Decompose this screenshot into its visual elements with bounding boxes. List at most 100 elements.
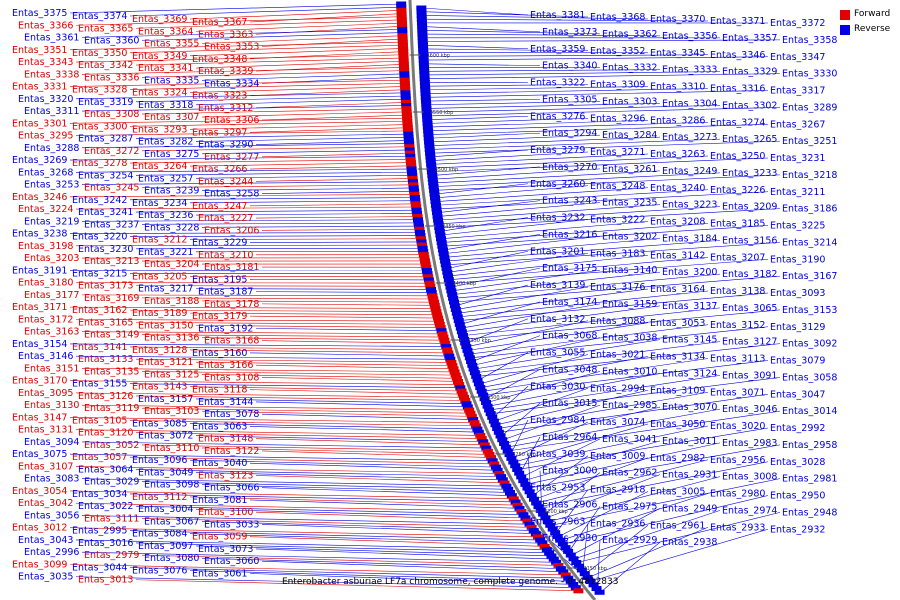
left-gene-label: Entas_3217 xyxy=(138,284,193,295)
left-gene-label: Entas_3221 xyxy=(138,247,193,258)
gene-arrow xyxy=(520,515,531,521)
left-connector xyxy=(261,114,408,121)
left-gene-label: Entas_3361 xyxy=(24,33,79,44)
left-connector xyxy=(189,349,450,354)
gene-arrow xyxy=(444,353,455,359)
gene-arrow xyxy=(425,283,436,289)
left-connector xyxy=(189,312,439,316)
right-gene-label: Entas_3202 xyxy=(602,231,657,242)
gene-arrow xyxy=(429,191,440,197)
gene-arrow xyxy=(405,150,416,156)
gene-arrow xyxy=(548,556,559,562)
left-connector xyxy=(201,557,562,569)
gene-arrow xyxy=(413,220,424,226)
left-connector xyxy=(129,493,517,503)
left-connector xyxy=(261,38,404,47)
left-connector xyxy=(69,453,494,462)
left-connector xyxy=(75,539,548,550)
gene-arrow xyxy=(506,493,517,499)
right-gene-label: Entas_3208 xyxy=(650,217,705,228)
left-connector xyxy=(189,423,479,430)
left-gene-label: Entas_3160 xyxy=(192,348,247,359)
left-connector xyxy=(69,417,476,424)
gene-arrow xyxy=(404,144,415,150)
gene-arrow xyxy=(563,575,574,581)
right-gene-label: Entas_2962 xyxy=(602,468,657,479)
gene-arrow xyxy=(501,483,512,489)
left-connector xyxy=(69,232,421,234)
right-gene-label: Entas_2930 xyxy=(542,533,597,544)
left-gene-label: Entas_3266 xyxy=(192,164,247,175)
right-connector xyxy=(426,86,649,91)
gene-arrow xyxy=(397,23,408,29)
left-gene-label: Entas_3177 xyxy=(24,290,79,301)
left-connector xyxy=(75,355,452,360)
gene-arrow xyxy=(399,77,410,83)
left-gene-label: Entas_3343 xyxy=(18,57,73,68)
left-connector xyxy=(129,235,422,237)
gene-arrow xyxy=(461,401,472,407)
gene-arrow xyxy=(571,560,582,566)
gene-arrow xyxy=(445,356,456,362)
right-connector xyxy=(508,410,781,452)
gene-arrow xyxy=(446,288,457,294)
right-connector xyxy=(423,33,661,37)
right-connector xyxy=(555,489,589,533)
left-connector xyxy=(75,206,418,210)
left-connector xyxy=(141,222,420,225)
scale-label: 3200 kbp xyxy=(544,509,568,515)
right-connector xyxy=(493,386,529,418)
right-connector xyxy=(424,48,589,52)
right-connector xyxy=(449,256,709,280)
gene-arrow xyxy=(412,214,423,220)
left-connector xyxy=(255,364,455,370)
gene-arrow xyxy=(475,385,486,391)
left-gene-label: Entas_3095 xyxy=(18,388,73,399)
left-gene-label: Entas_3188 xyxy=(144,296,199,307)
gene-arrow xyxy=(432,312,443,318)
left-connector xyxy=(135,19,403,29)
right-connector xyxy=(526,442,721,485)
right-gene-label: Entas_3362 xyxy=(602,29,657,40)
gene-arrow xyxy=(459,394,470,400)
left-gene-label: Entas_3103 xyxy=(144,406,199,417)
gene-arrow xyxy=(423,128,434,134)
left-connector xyxy=(201,300,436,303)
gene-arrow xyxy=(401,103,412,109)
right-gene-label: Entas_2992 xyxy=(770,423,825,434)
gene-arrow xyxy=(537,540,548,546)
gene-arrow xyxy=(416,239,427,245)
gene-arrow xyxy=(460,398,471,404)
right-gene-label: Entas_3070 xyxy=(662,402,717,413)
right-connector xyxy=(518,427,769,470)
gene-arrow xyxy=(576,567,587,573)
left-connector xyxy=(69,306,437,309)
right-gene-label: Entas_3071 xyxy=(710,387,765,398)
left-gene-label: Entas_3130 xyxy=(24,400,79,411)
right-gene-label: Entas_3140 xyxy=(602,265,657,276)
left-connector xyxy=(81,441,488,449)
gene-arrow xyxy=(496,474,507,480)
gene-arrow xyxy=(419,255,430,261)
gene-arrow xyxy=(457,391,468,397)
right-gene-label: Entas_3058 xyxy=(782,372,837,383)
right-connector xyxy=(424,56,769,61)
left-connector xyxy=(129,383,462,389)
scale-label: 3500 kbp xyxy=(435,167,459,173)
left-gene-label: Entas_3300 xyxy=(72,121,127,132)
gene-arrow xyxy=(490,464,501,470)
gene-arrow xyxy=(464,355,475,361)
gene-arrow xyxy=(398,45,409,51)
right-gene-label: Entas_3145 xyxy=(662,335,717,346)
right-gene-label: Entas_3332 xyxy=(602,63,657,74)
right-gene-label: Entas_2938 xyxy=(662,537,717,548)
right-gene-label: Entas_3164 xyxy=(650,284,705,295)
gene-arrow xyxy=(579,571,590,577)
gene-arrow xyxy=(435,325,446,331)
gene-arrow xyxy=(431,206,442,212)
left-gene-label: Entas_3350 xyxy=(72,48,127,59)
left-gene-label: Entas_3341 xyxy=(138,63,193,74)
gene-arrow xyxy=(408,182,419,188)
gene-arrow xyxy=(423,135,434,141)
gene-arrow xyxy=(429,302,440,308)
